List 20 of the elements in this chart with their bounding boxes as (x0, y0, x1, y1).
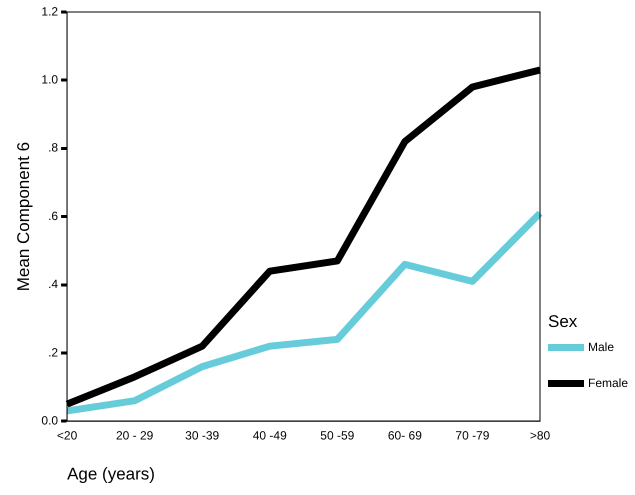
y-tick-label: 0.0 (41, 414, 58, 428)
x-axis-title: Age (years) (67, 464, 155, 484)
y-tick-label: .2 (48, 345, 58, 360)
legend-title: Sex (548, 312, 578, 332)
y-tick-label: .4 (48, 277, 58, 292)
x-tick-label: 60- 69 (388, 428, 422, 443)
x-tick-label: 20 - 29 (116, 428, 154, 443)
x-tick-label: 70 -79 (455, 428, 490, 443)
x-tick-label: >80 (530, 428, 550, 443)
y-tick-label: 1.0 (41, 72, 58, 87)
legend-label: Male (588, 340, 614, 354)
x-tick-label: 50 -59 (320, 428, 355, 443)
y-tick-label: .8 (48, 140, 58, 155)
x-tick-label: 40 -49 (252, 428, 288, 443)
x-tick-label: <20 (56, 428, 78, 443)
legend-label: Female (588, 376, 628, 390)
y-tick-label: 1.2 (41, 4, 58, 18)
y-tick-label: .6 (48, 208, 58, 223)
x-tick-label: 30 -39 (185, 428, 220, 443)
y-axis-title: Mean Component 6 (14, 142, 33, 292)
